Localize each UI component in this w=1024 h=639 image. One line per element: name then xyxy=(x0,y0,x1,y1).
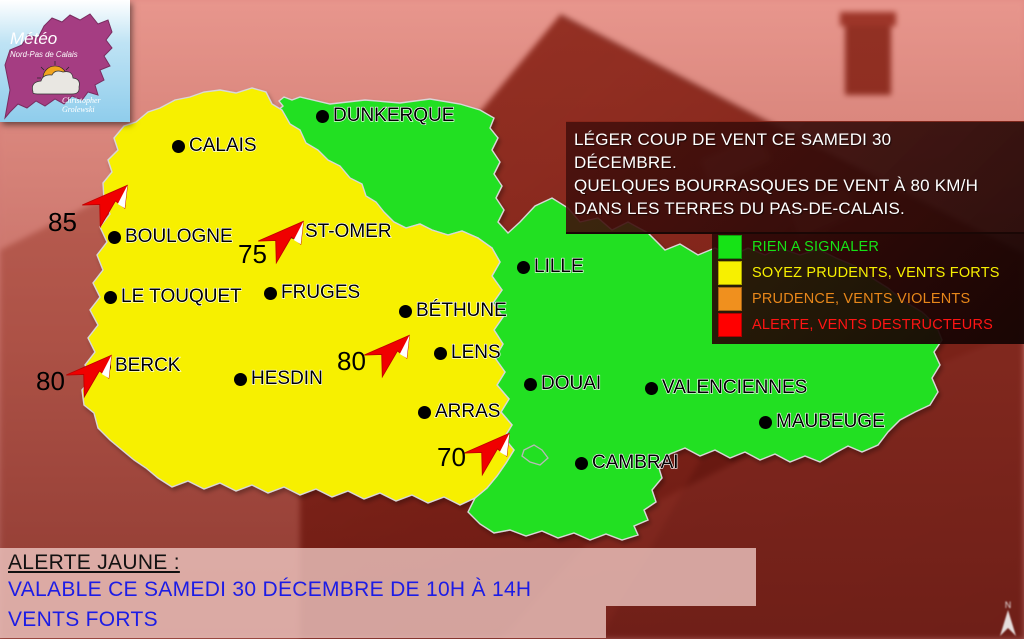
svg-text:Nord-Pas de Calais: Nord-Pas de Calais xyxy=(10,50,78,59)
svg-text:Météo: Météo xyxy=(10,29,57,48)
svg-text:N: N xyxy=(1005,600,1012,610)
svg-text:Grolewski: Grolewski xyxy=(62,105,95,114)
svg-text:Christopher: Christopher xyxy=(62,96,102,105)
